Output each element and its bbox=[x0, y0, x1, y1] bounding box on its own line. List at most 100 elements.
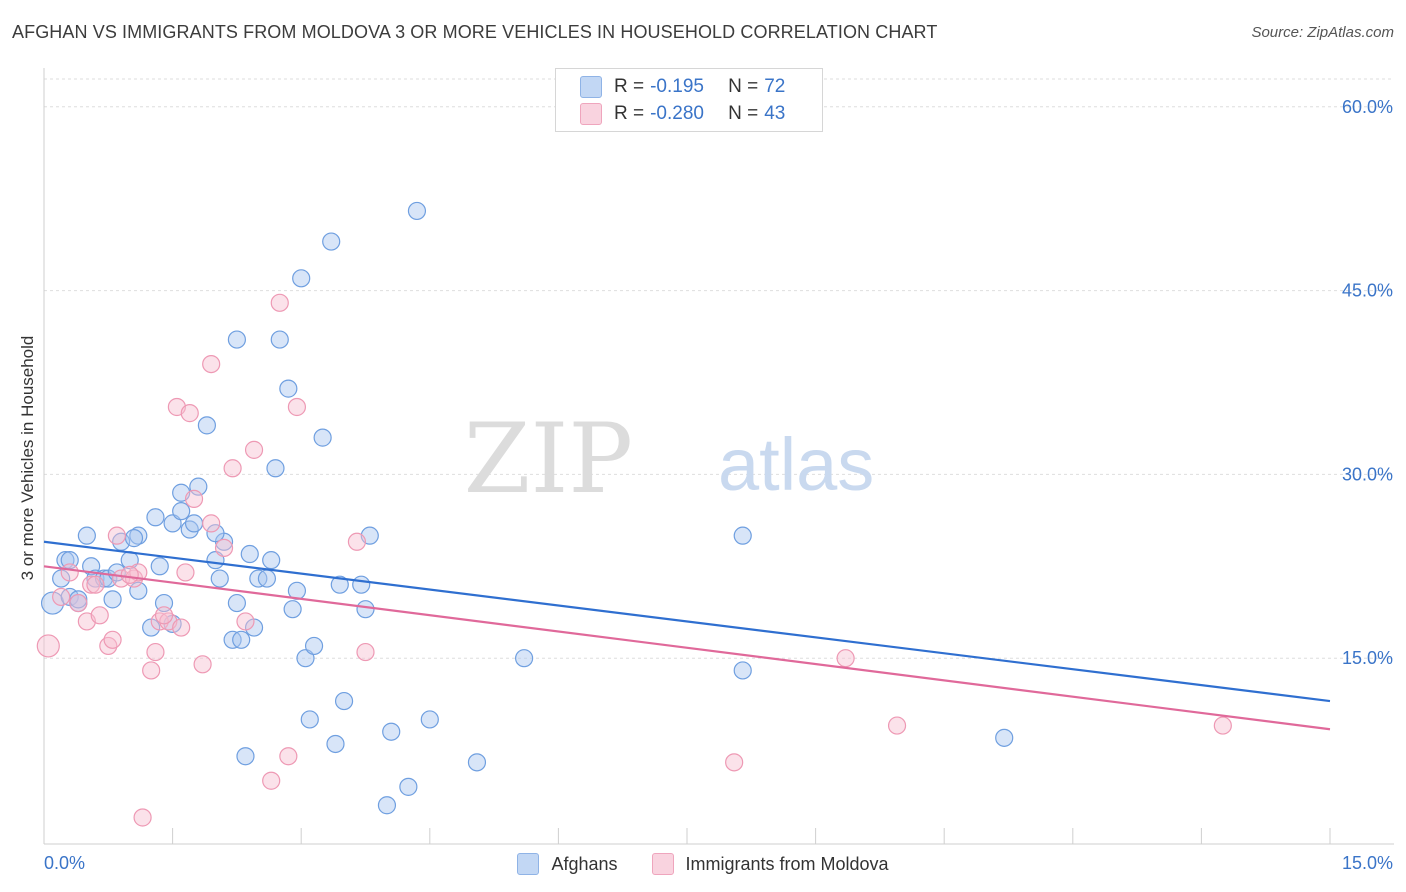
legend-row-moldova: R = -0.280 N = 43 bbox=[580, 101, 785, 127]
afghan-point bbox=[356, 600, 375, 619]
series-legend: Afghans Immigrants from Moldova bbox=[0, 853, 1406, 875]
y-tick-label: 30.0% bbox=[1342, 464, 1393, 484]
moldova-point bbox=[356, 642, 375, 662]
series-legend-afghans[interactable]: Afghans bbox=[517, 853, 618, 875]
scatter-points bbox=[36, 201, 1232, 827]
chart-title: AFGHAN VS IMMIGRANTS FROM MOLDOVA 3 OR M… bbox=[12, 22, 938, 42]
axes bbox=[43, 68, 1394, 845]
afghan-point bbox=[227, 593, 246, 613]
moldova-point bbox=[52, 587, 71, 607]
moldova-trend-line bbox=[43, 565, 1331, 731]
moldova-point bbox=[60, 563, 79, 582]
moldova-point bbox=[133, 808, 152, 827]
watermark-zip: ZIP bbox=[464, 403, 633, 515]
moldova-point bbox=[244, 440, 264, 459]
afghan-point bbox=[304, 636, 324, 656]
afghan-point bbox=[262, 551, 281, 570]
afghan-point bbox=[77, 526, 96, 545]
moldova-point bbox=[193, 655, 212, 674]
moldova-point bbox=[146, 642, 165, 662]
moldova-point bbox=[887, 716, 907, 735]
moldova-point bbox=[347, 532, 367, 551]
moldova-point bbox=[202, 354, 221, 374]
afghan-point bbox=[124, 529, 144, 548]
afghan-point bbox=[266, 459, 285, 478]
legend-r-label: R = bbox=[614, 76, 645, 97]
legend-r-value: -0.280 bbox=[650, 103, 704, 124]
series-legend-moldova[interactable]: Immigrants from Moldova bbox=[651, 853, 889, 875]
afghan-point bbox=[313, 428, 332, 447]
afghan-point bbox=[240, 544, 259, 564]
moldova-point bbox=[86, 575, 105, 594]
correlation-legend: R = -0.195 N = 72 R = -0.280 N = 43 bbox=[555, 68, 823, 132]
legend-n-value: 72 bbox=[764, 76, 786, 97]
afghan-point bbox=[326, 734, 345, 754]
moldova-point bbox=[82, 575, 101, 594]
afghan-point bbox=[377, 796, 397, 815]
afghan-point bbox=[103, 590, 122, 609]
moldova-point bbox=[90, 606, 109, 625]
legend-row-afghans: R = -0.195 N = 72 bbox=[580, 74, 785, 100]
moldova-point bbox=[103, 630, 122, 649]
legend-swatch-afghans bbox=[580, 76, 602, 98]
moldova-point bbox=[184, 489, 204, 508]
moldova-point bbox=[172, 618, 191, 637]
afghan-point bbox=[515, 649, 534, 668]
afghan-point bbox=[257, 569, 277, 588]
afghan-point bbox=[292, 269, 311, 288]
moldova-point bbox=[176, 563, 195, 582]
afghan-point bbox=[334, 691, 354, 711]
afghan-point bbox=[150, 557, 169, 576]
afghan-point bbox=[420, 710, 439, 729]
series-label-moldova: Immigrants from Moldova bbox=[685, 853, 889, 874]
series-swatch-afghans bbox=[517, 853, 540, 875]
legend-r-label: R = bbox=[614, 103, 645, 124]
afghan-point bbox=[733, 661, 752, 680]
afghan-point bbox=[236, 747, 255, 766]
afghan-point bbox=[227, 330, 246, 349]
afghan-point bbox=[733, 526, 752, 545]
afghan-point bbox=[300, 710, 319, 729]
afghan-point bbox=[995, 728, 1014, 747]
legend-n-label: N = bbox=[728, 103, 759, 124]
afghan-point bbox=[407, 201, 427, 221]
moldova-point bbox=[107, 526, 126, 545]
watermark-atlas: atlas bbox=[718, 423, 874, 506]
afghan-point bbox=[399, 777, 418, 796]
afghan-point bbox=[270, 330, 289, 349]
afghan-point bbox=[279, 379, 298, 398]
moldova-point bbox=[1213, 716, 1232, 735]
legend-r-value: -0.195 bbox=[650, 76, 704, 97]
afghan-point bbox=[467, 753, 487, 772]
trend-lines bbox=[43, 540, 1331, 731]
legend-n-value: 43 bbox=[764, 103, 786, 124]
legend-n-label: N = bbox=[728, 76, 759, 97]
y-tick-label: 15.0% bbox=[1342, 648, 1393, 668]
moldova-point bbox=[142, 661, 161, 680]
gridlines bbox=[44, 78, 1394, 659]
series-label-afghans: Afghans bbox=[551, 853, 618, 874]
afghan-point bbox=[352, 575, 371, 594]
y-tick-label: 60.0% bbox=[1342, 97, 1393, 117]
moldova-point bbox=[262, 771, 281, 790]
moldova-point bbox=[154, 606, 174, 625]
source-label: Source: ZipAtlas.com bbox=[1251, 24, 1394, 41]
moldova-point bbox=[279, 747, 298, 766]
afghan-point bbox=[172, 502, 191, 521]
x-tick-label-max: 15.0% bbox=[1342, 853, 1393, 873]
afghan-trend-line bbox=[43, 540, 1331, 703]
afghan-point bbox=[197, 416, 216, 435]
afghan-point bbox=[322, 232, 341, 251]
legend-swatch-moldova bbox=[580, 103, 602, 125]
moldova-point bbox=[120, 565, 139, 584]
moldova-point bbox=[270, 293, 289, 312]
moldova-point bbox=[836, 649, 855, 668]
moldova-point bbox=[214, 538, 234, 558]
afghan-point bbox=[330, 575, 349, 594]
tick-labels: 15.0% 30.0% 45.0% 60.0% 0.0% 15.0% bbox=[44, 97, 1393, 873]
moldova-point bbox=[180, 404, 199, 423]
moldova-point bbox=[287, 397, 307, 417]
afghan-point bbox=[146, 508, 165, 527]
series-swatch-moldova bbox=[651, 853, 674, 875]
